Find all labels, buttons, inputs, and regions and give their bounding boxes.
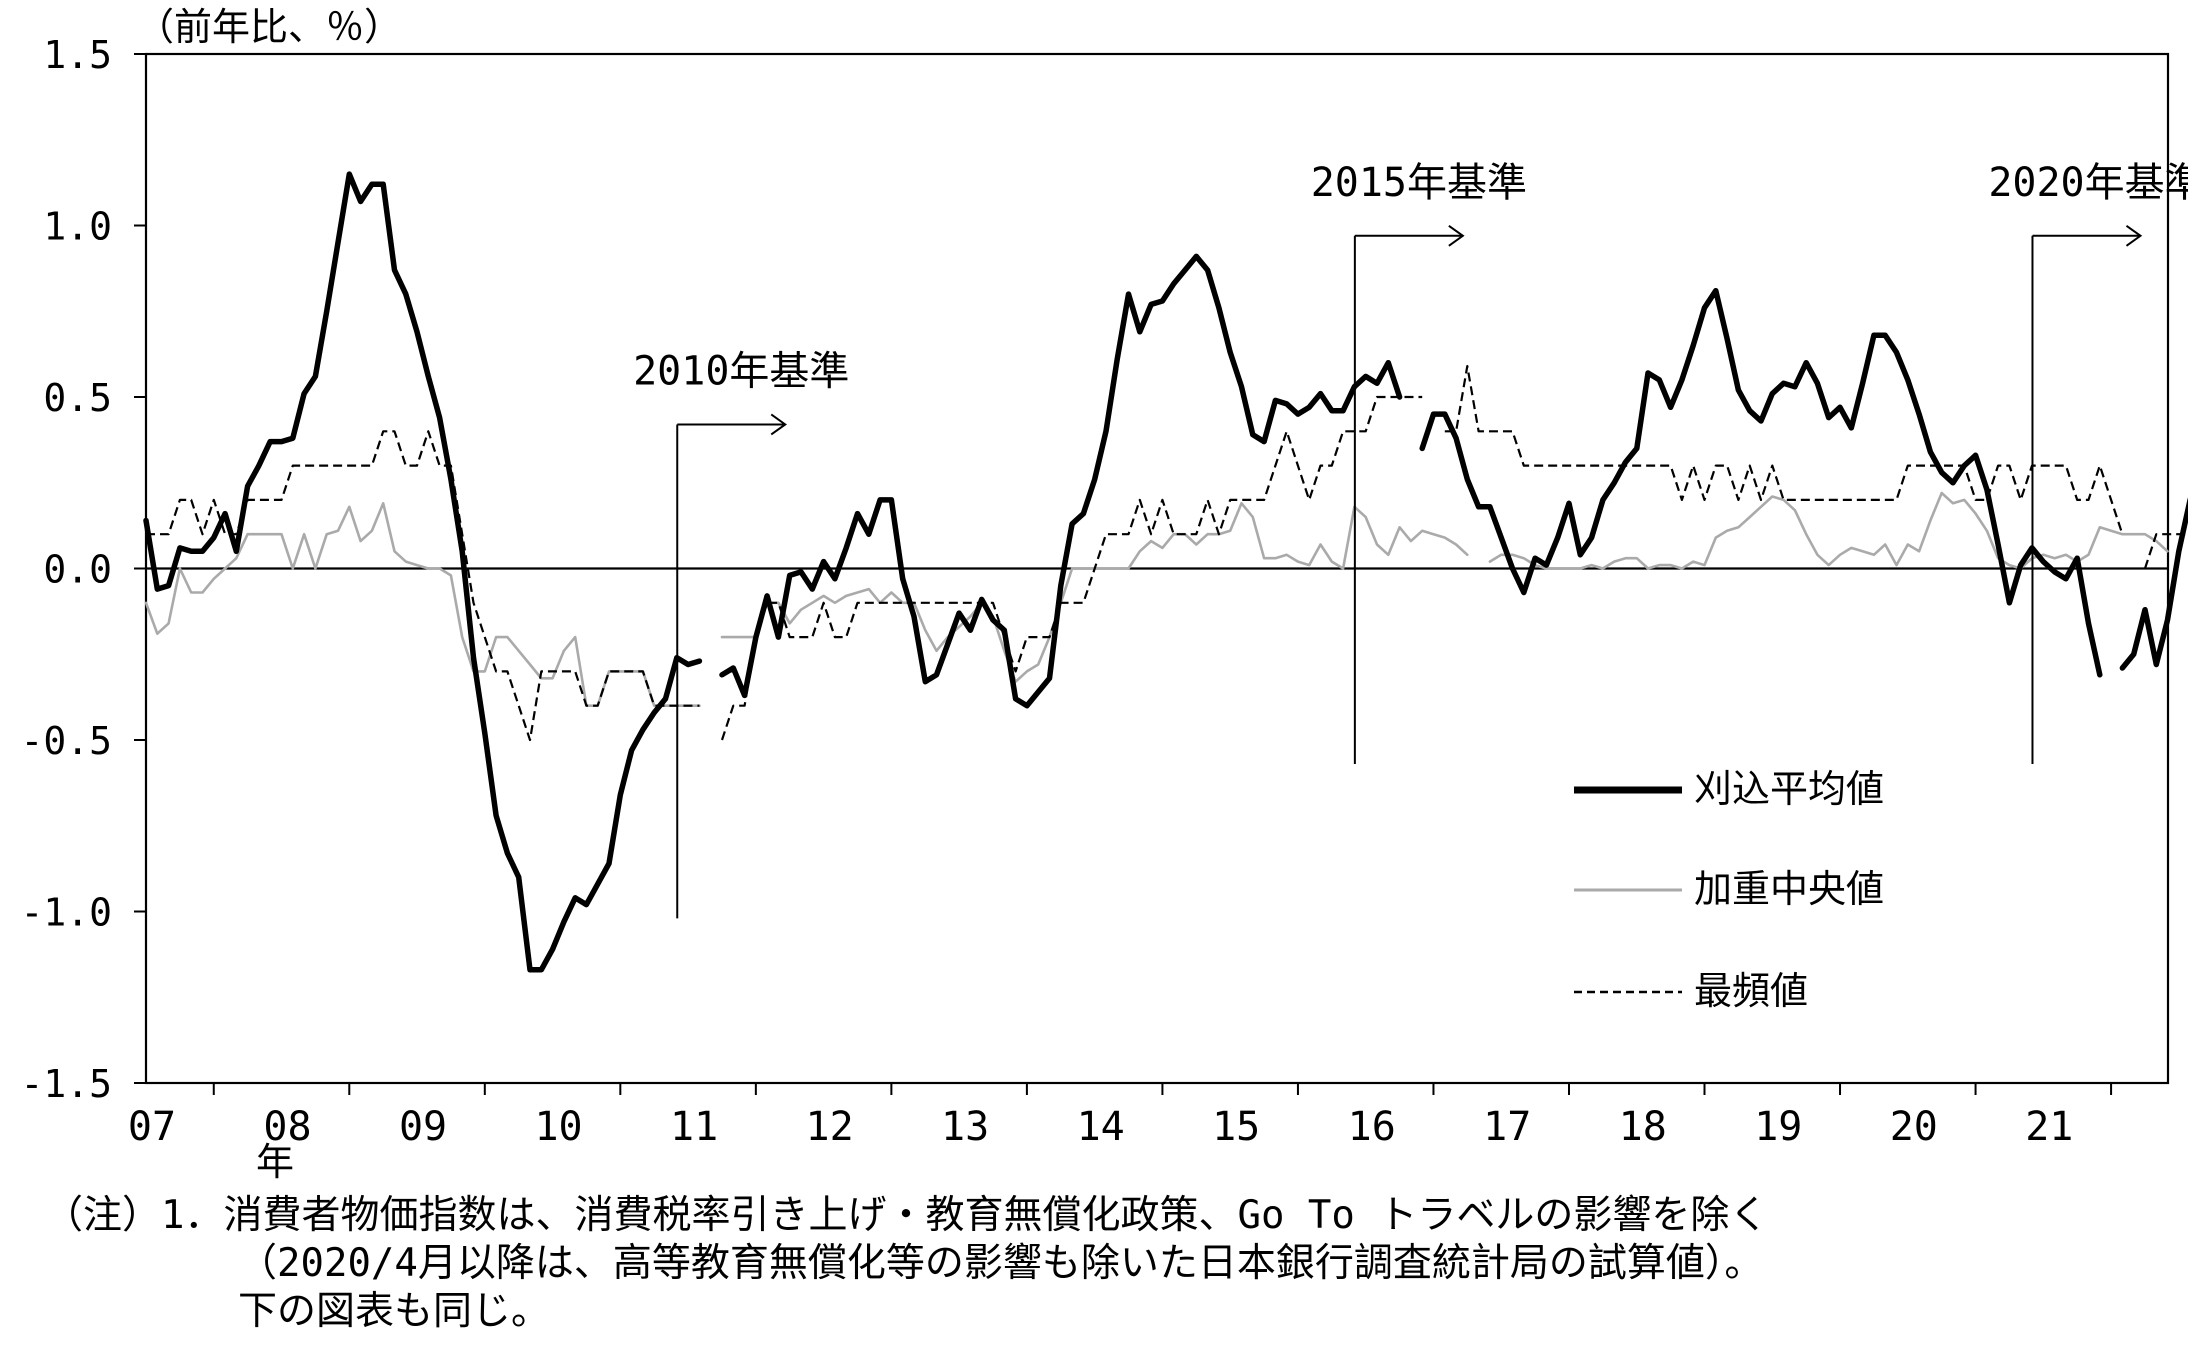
x-tick-label: 20 bbox=[1890, 1104, 1938, 1150]
series-line-segment bbox=[720, 395, 1423, 741]
x-tick-label: 10 bbox=[534, 1104, 582, 1150]
x-tick-label: 07 bbox=[128, 1104, 176, 1150]
chart: 2010年基準 2015年基準 2020年基準 （前年比、％） 1.5 1.0 0.5 0… bbox=[20, 5, 2188, 1184]
y-tick-label: -1.0 bbox=[20, 891, 112, 935]
y-unit-label: （前年比、％） bbox=[136, 5, 402, 49]
base-year-label: 2015年基準 bbox=[1311, 160, 1527, 206]
y-tick-label: 0.0 bbox=[43, 548, 112, 592]
legend-label-weighted-median: 加重中央値 bbox=[1694, 867, 1884, 911]
footnote-line-3: 下の図表も同じ。 bbox=[238, 1289, 551, 1334]
y-tick-label: -0.5 bbox=[20, 719, 112, 763]
x-unit-label: 年 bbox=[256, 1140, 294, 1184]
y-tick-label: -1.5 bbox=[20, 1062, 112, 1106]
series-line-segment bbox=[719, 253, 1403, 709]
x-tick-label: 21 bbox=[2025, 1104, 2073, 1150]
series-line-segment bbox=[1488, 491, 2169, 570]
series-line-segment bbox=[1444, 365, 2124, 535]
series-layer bbox=[143, 171, 2188, 973]
y-tick-label: 1.5 bbox=[43, 33, 112, 77]
series-weighted-median bbox=[144, 491, 2169, 708]
x-tick-label: 19 bbox=[1754, 1104, 1802, 1150]
series-line-segment bbox=[1419, 287, 2103, 678]
y-tick-label: 1.0 bbox=[43, 205, 112, 249]
base-year-label: 2010年基準 bbox=[633, 348, 849, 394]
series-line-segment bbox=[146, 430, 700, 742]
x-tick-label: 09 bbox=[399, 1104, 447, 1150]
x-tick-label: 17 bbox=[1483, 1104, 1531, 1150]
x-tick-label: 16 bbox=[1348, 1104, 1396, 1150]
legend-label-mode: 最頻値 bbox=[1694, 969, 1808, 1013]
x-tick-label: 15 bbox=[1212, 1104, 1260, 1150]
base-year-marker: 2020年基準 bbox=[1988, 160, 2188, 765]
base-year-marker: 2010年基準 bbox=[633, 348, 849, 919]
y-tick-label: 0.5 bbox=[43, 376, 112, 420]
x-tick-label: 08 bbox=[263, 1104, 311, 1150]
x-tick-label: 14 bbox=[1077, 1104, 1125, 1150]
x-tick-label: 13 bbox=[941, 1104, 989, 1150]
chart-frame bbox=[144, 52, 2170, 1085]
series-mode bbox=[146, 365, 2188, 742]
x-tick-label: 12 bbox=[806, 1104, 854, 1150]
legend: 刈込平均値 加重中央値 最頻値 bbox=[1574, 767, 1884, 1013]
x-axis: 07 08 09 10 11 12 13 14 15 16 17 18 19 20 21 bbox=[128, 1083, 2113, 1150]
series-trimmed-mean bbox=[143, 171, 2188, 973]
base-year-label: 2020年基準 bbox=[1988, 160, 2188, 206]
legend-label-trimmed-mean: 刈込平均値 bbox=[1694, 767, 1884, 811]
series-line-segment bbox=[2119, 497, 2188, 671]
arrowhead-icon bbox=[770, 413, 787, 436]
footnote-line-2: （2020/4月以降は、高等教育無償化等の影響も除いた日本銀行調査統計局の試算値… bbox=[238, 1241, 1764, 1286]
footnote-line-1: （注）1．消費者物価指数は、消費税率引き上げ・教育無償化政策、Go To トラベ… bbox=[44, 1193, 1769, 1238]
base-year-marker: 2015年基準 bbox=[1311, 160, 1527, 765]
y-axis: 1.5 1.0 0.5 0.0 -0.5 -1.0 -1.5 bbox=[20, 33, 146, 1106]
series-line-segment bbox=[143, 171, 703, 973]
arrowhead-icon bbox=[1448, 224, 1465, 247]
series-line-segment bbox=[2143, 533, 2188, 569]
x-tick-label: 18 bbox=[1619, 1104, 1667, 1150]
annotation-layer: 2010年基準 2015年基準 2020年基準 bbox=[633, 160, 2188, 919]
x-tick-label: 11 bbox=[670, 1104, 718, 1150]
arrowhead-icon bbox=[2125, 224, 2143, 247]
